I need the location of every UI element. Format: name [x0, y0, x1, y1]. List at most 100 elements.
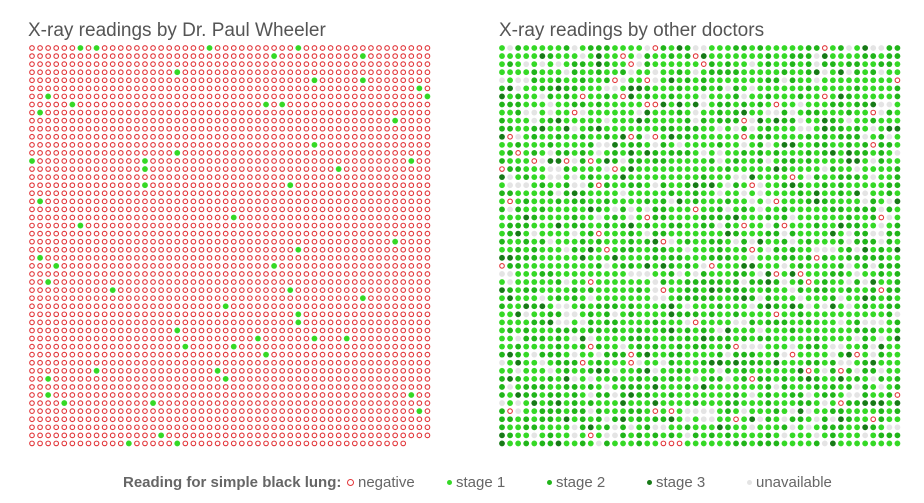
dot-negative	[408, 190, 415, 197]
dot-negative	[287, 408, 294, 415]
dot-negative	[53, 416, 60, 423]
dot-negative	[271, 206, 277, 213]
dot-stage1	[668, 287, 675, 293]
dot-negative	[263, 182, 269, 189]
dot-stage2	[846, 133, 852, 140]
dot-stage2	[829, 166, 836, 172]
dot-negative	[77, 424, 84, 431]
dot-stage2	[539, 384, 546, 390]
dot-negative	[142, 101, 148, 108]
dot-negative	[400, 408, 407, 415]
dot-stage1	[749, 158, 756, 164]
dot-stage1	[644, 416, 651, 423]
dot-negative	[69, 392, 76, 398]
dot-negative	[222, 343, 229, 350]
dot-stage2	[531, 424, 538, 431]
dot-stage2	[700, 85, 707, 92]
dot-negative	[190, 400, 197, 406]
dot-stage2	[555, 335, 562, 342]
dot-stage1	[862, 214, 869, 221]
dot-stage2	[741, 271, 747, 277]
dot-negative	[360, 384, 366, 390]
dot-negative	[287, 190, 294, 197]
dot-stage2	[894, 327, 901, 334]
dot-negative	[117, 141, 124, 148]
dot-stage1	[523, 69, 530, 76]
dot-negative	[319, 432, 326, 439]
dot-negative	[279, 424, 286, 431]
dot-stage2	[870, 214, 877, 221]
dot-negative	[376, 359, 382, 366]
dot-negative	[408, 182, 415, 189]
dot-negative	[351, 190, 358, 197]
dot-stage1	[652, 85, 659, 92]
dot-negative	[214, 93, 221, 100]
dot-stage1	[620, 125, 626, 132]
dot-negative	[741, 117, 747, 124]
dot-stage2	[515, 254, 522, 261]
dot-stage2	[571, 392, 578, 398]
dot-stage1	[765, 351, 772, 358]
dot-stage1	[821, 327, 828, 334]
dot-negative	[343, 287, 350, 293]
dot-stage3	[555, 85, 562, 92]
dot-negative	[368, 214, 374, 221]
dot-negative	[61, 109, 68, 116]
dot-negative	[368, 343, 374, 350]
dot-negative	[117, 182, 124, 189]
dot-unavailable	[862, 133, 869, 140]
dot-unavailable	[878, 69, 885, 76]
dot-stage1	[579, 214, 586, 221]
dot-stage2	[854, 174, 860, 181]
dot-negative	[37, 359, 43, 366]
dot-negative	[652, 408, 659, 415]
dot-negative	[142, 367, 148, 374]
dot-stage2	[523, 174, 530, 181]
dot-negative	[255, 182, 261, 189]
dot-negative	[311, 271, 318, 277]
dot-negative	[628, 133, 634, 140]
dot-negative	[368, 158, 374, 164]
dot-stage1	[797, 319, 804, 326]
dot-stage1	[287, 182, 294, 189]
dot-stage2	[862, 367, 869, 374]
dot-negative	[37, 77, 43, 84]
dot-stage2	[894, 166, 901, 172]
dot-stage2	[854, 101, 860, 108]
dot-negative	[158, 141, 164, 148]
dot-stage3	[773, 166, 780, 172]
dot-negative	[182, 327, 189, 334]
dot-stage1	[263, 351, 269, 358]
dot-stage2	[846, 287, 852, 293]
dot-negative	[101, 141, 108, 148]
dot-negative	[77, 198, 84, 205]
dot-stage1	[676, 166, 683, 172]
dot-negative	[384, 287, 390, 293]
dot-stage1	[805, 351, 812, 358]
dot-stage1	[757, 93, 764, 100]
dot-stage1	[507, 359, 513, 366]
dot-negative	[271, 222, 277, 229]
dot-negative	[198, 311, 205, 318]
dot-unavailable	[781, 351, 788, 358]
dot-negative	[69, 287, 76, 293]
dot-negative	[416, 77, 423, 84]
dot-negative	[117, 77, 124, 84]
dot-stage2	[805, 343, 812, 350]
dot-negative	[408, 246, 415, 253]
dot-stage1	[797, 222, 804, 229]
dot-stage1	[733, 61, 739, 68]
dot-stage1	[700, 206, 707, 213]
dot-stage1	[886, 359, 893, 366]
dot-stage1	[862, 85, 869, 92]
dot-stage2	[725, 432, 731, 439]
dot-negative	[343, 133, 350, 140]
dot-stage2	[555, 279, 562, 285]
dot-negative	[214, 174, 221, 180]
dot-negative	[142, 432, 148, 439]
dot-negative	[198, 214, 205, 221]
dot-negative	[424, 158, 431, 164]
dot-unavailable	[684, 408, 691, 415]
dot-stage1	[757, 125, 764, 132]
dot-negative	[238, 77, 245, 84]
